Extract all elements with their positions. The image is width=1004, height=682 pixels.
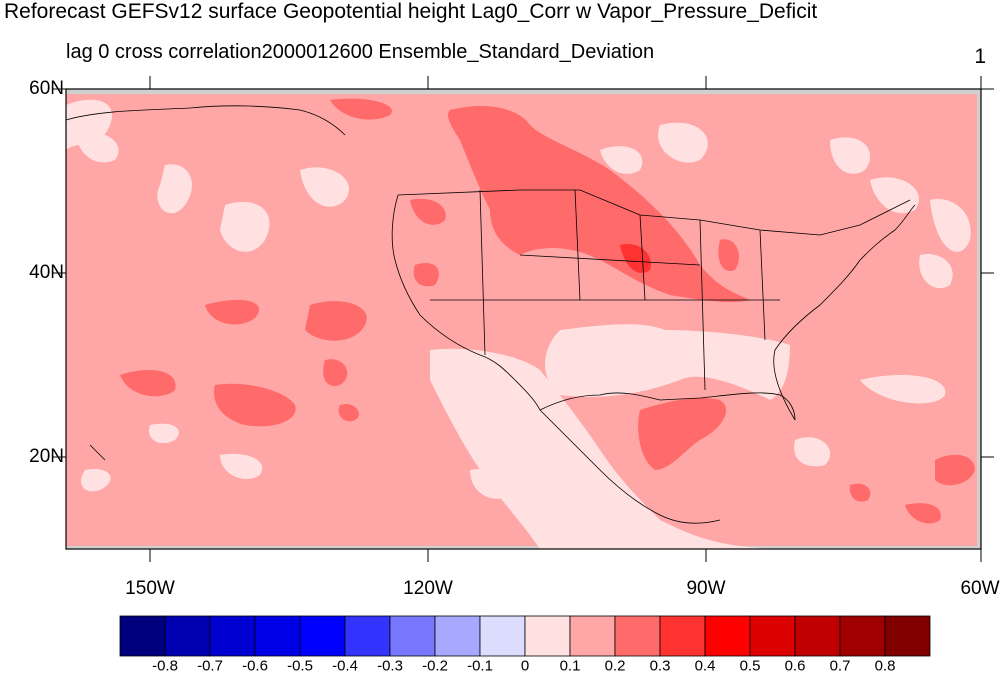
missing-right-band [977,89,981,549]
missing-bottom-band [66,546,981,549]
colorbar-swatch [749,615,796,657]
colorbar-swatch [209,615,256,657]
colorbar-swatch [839,615,886,657]
light-regions [66,99,971,549]
map-title: Reforecast GEFSv12 surface Geopotential … [4,0,818,23]
colorbar-tick-label: 0.7 [829,657,851,675]
colorbar-swatch [434,615,481,657]
colorbar-tick-label: -0.2 [422,657,448,675]
corner-label: 1 [974,45,986,68]
colorbar-tick-label: -0.3 [377,657,403,675]
colorbar-swatch [704,615,751,657]
coastlines [66,105,916,524]
colorbar-swatch [119,615,166,657]
lon-label-120w: 120W [403,578,453,599]
lat-label-60n: 60N [29,78,64,99]
colorbar-swatch [524,615,571,657]
colorbar-swatch [659,615,706,657]
colorbar-tick-label: -0.7 [197,657,223,675]
colorbar-tick-label: 0.1 [559,657,581,675]
colorbar-swatch [614,615,661,657]
colorbar-swatch [479,615,526,657]
map-subtitle: lag 0 cross correlation2000012600 Ensemb… [66,41,655,63]
colorbar [119,615,931,657]
colorbar-tick-label: -0.6 [242,657,268,675]
colorbar-swatch [389,615,436,657]
colorbar-tick-label: -0.4 [332,657,358,675]
correlation-field [66,89,981,549]
colorbar-swatch [164,615,211,657]
colorbar-tick-label: -0.1 [467,657,493,675]
colorbar-tick-label: 0.5 [739,657,761,675]
lon-label-150w: 150W [125,578,175,599]
lon-label-60w: 60W [960,578,1000,599]
colorbar-tick-label: 0.3 [649,657,671,675]
colorbar-tick-label: -0.8 [152,657,178,675]
colorbar-swatch [794,615,841,657]
colorbar-tick-label: 0.8 [874,657,896,675]
missing-top-band [66,89,981,94]
colorbar-tick-label: 0 [520,657,530,675]
colorbar-tick-label: -0.5 [287,657,313,675]
colorbar-swatch [884,615,931,657]
colorbar-swatch [569,615,616,657]
colorbar-tick-label: 0.4 [694,657,716,675]
colorbar-swatch [299,615,346,657]
axis-ticks [53,76,994,562]
lat-label-20n: 20N [29,446,64,467]
colorbar-tick-label: 0.2 [604,657,626,675]
colorbar-swatch [344,615,391,657]
colorbar-swatch [254,615,301,657]
map-frame [65,88,982,550]
medium-regions [120,98,975,524]
lat-label-40n: 40N [29,262,64,283]
colorbar-tick-label: 0.6 [784,657,806,675]
lon-label-90w: 90W [686,578,726,599]
